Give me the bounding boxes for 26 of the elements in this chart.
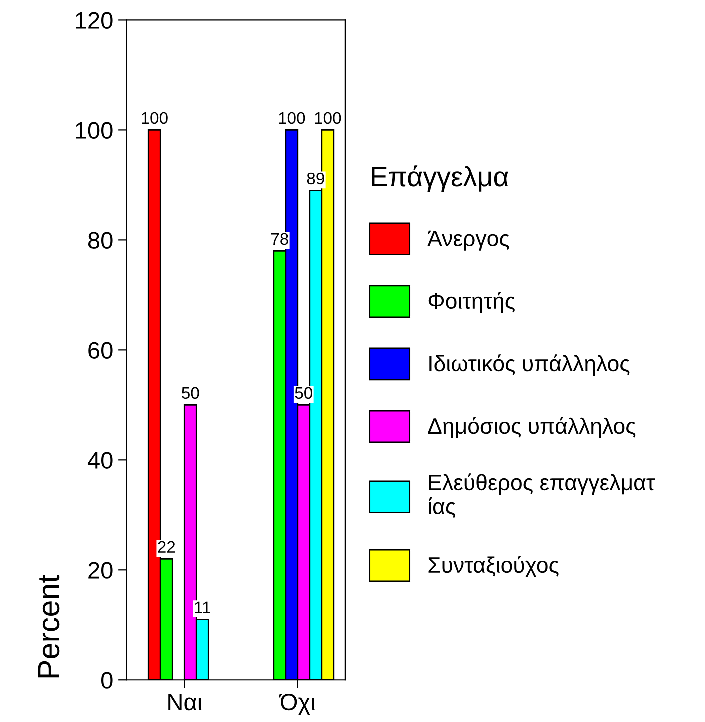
legend-label: Ιδιωτικός υπάλληλος [430,354,630,376]
data-label: 89 [307,172,324,185]
x-tick-label: Ναι [168,694,202,711]
data-label: 50 [295,387,313,400]
y-tick-label: 20 [88,562,113,579]
data-label: 100 [315,112,342,124]
legend-title: Επάγγελμα [372,166,509,192]
y-tick-label: 0 [102,672,113,689]
data-label: 11 [195,602,210,614]
legend-label: Άνεργος [428,230,510,251]
y-tick-label: 100 [76,122,113,139]
x-tick-label: Όχι [279,694,316,716]
data-label: 78 [271,233,288,246]
y-tick-label: 80 [88,232,113,249]
legend-label: Δημόσιος υπάλληλος [428,417,636,439]
y-tick-label: 120 [76,12,113,30]
data-label: 22 [158,541,176,553]
data-label: 50 [182,387,200,400]
legend-label: Συνταξιούχος [428,556,559,578]
legend-label: Φοιτητής [428,292,515,314]
data-label: 100 [279,112,306,124]
y-tick-label: 40 [88,452,113,469]
legend-label: Ελεύθερος επαγγελματ ίας [429,474,656,518]
data-label: 100 [142,112,168,124]
y-tick-label: 60 [88,342,113,359]
y-axis-title: Percent [38,575,60,678]
